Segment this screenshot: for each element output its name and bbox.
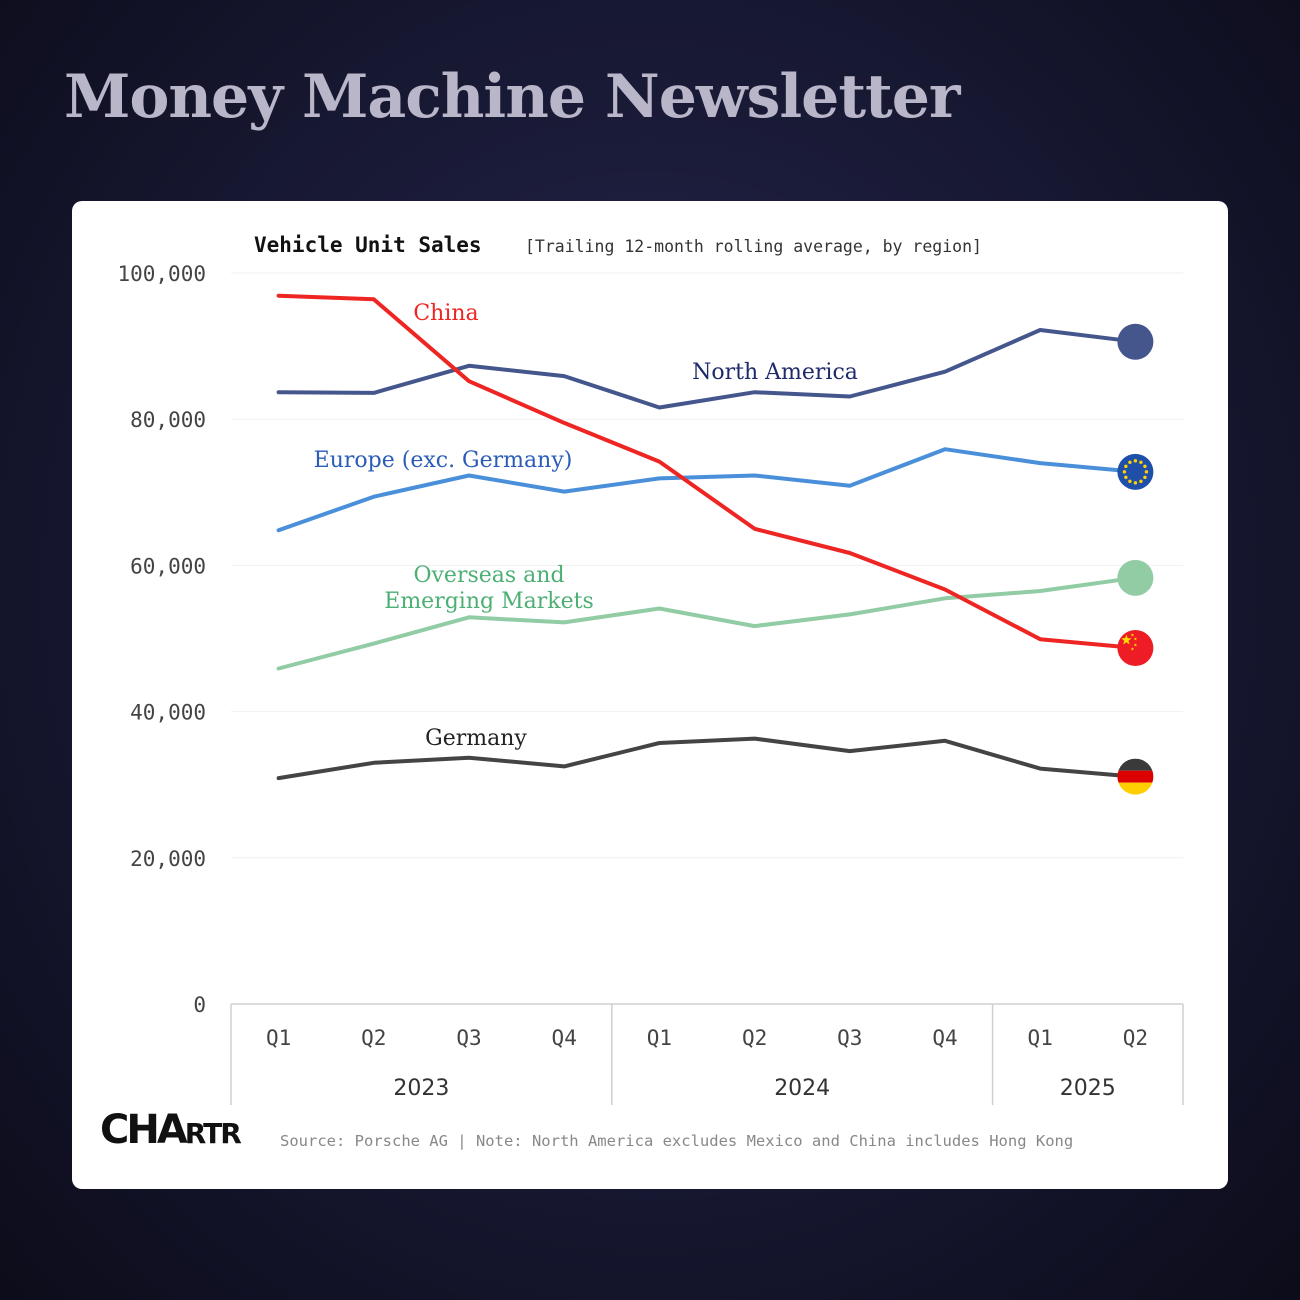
logo-main-text: CHA (100, 1107, 188, 1153)
eu-star (1133, 459, 1138, 463)
logo-small-text: RTR (184, 1117, 242, 1150)
china-small-star (1130, 633, 1135, 637)
china-small-star (1130, 647, 1135, 651)
x-tick-label: Q4 (932, 1026, 957, 1050)
eu-flag-icon (1117, 453, 1154, 490)
series-label: North America (692, 360, 858, 385)
eu-star (1124, 464, 1128, 469)
page-title: Money Machine Newsletter (64, 62, 961, 132)
x-tick-label: Q3 (837, 1026, 862, 1050)
source-note: Source: Porsche AG | Note: North America… (280, 1132, 1074, 1150)
china-small-star (1133, 637, 1138, 641)
y-tick-label: 40,000 (130, 701, 206, 725)
eu-star (1128, 460, 1132, 465)
chart-card: Vehicle Unit Sales [Trailing 12-month ro… (72, 201, 1228, 1189)
germany-red (1117, 770, 1154, 783)
series-label: Overseas and (413, 563, 564, 588)
y-tick-label: 20,000 (130, 847, 206, 871)
x-year-label: 2025 (1060, 1076, 1116, 1101)
x-year-label: 2023 (393, 1076, 449, 1101)
series-label: Germany (425, 726, 527, 751)
germany-black (1117, 758, 1154, 771)
series-labels: China North America Europe (exc. Germany) O… (314, 301, 858, 751)
eu-star (1124, 475, 1128, 480)
eu-star (1122, 470, 1127, 474)
x-tick-label: Q1 (1028, 1026, 1053, 1050)
end-dot (1117, 323, 1154, 360)
eu-star (1139, 460, 1143, 465)
x-tick-label: Q4 (552, 1026, 577, 1050)
overseas-dot-icon (1117, 559, 1154, 596)
y-tick-label: 100,000 (117, 262, 206, 286)
usa-dot-icon (1117, 323, 1154, 360)
eu-flag-bg (1117, 453, 1154, 490)
eu-star (1144, 470, 1149, 474)
series-lines (276, 293, 1138, 781)
eu-star (1143, 475, 1147, 480)
line-chart: Vehicle Unit Sales [Trailing 12-month ro… (117, 233, 1184, 1105)
series-label: Emerging Markets (384, 589, 593, 614)
chartr-logo: CHARTR (100, 1107, 242, 1153)
x-tick-label: Q1 (266, 1026, 291, 1050)
china-star (1121, 634, 1132, 645)
chart-title: Vehicle Unit Sales (254, 233, 482, 257)
x-tick-label: Q2 (361, 1026, 386, 1050)
china-flag-icon (1117, 630, 1154, 667)
x-tick-label: Q3 (456, 1026, 481, 1050)
series-line-china (276, 293, 1138, 650)
chart-subtitle: [Trailing 12-month rolling average, by r… (525, 237, 982, 256)
x-tick-label: Q2 (742, 1026, 767, 1050)
x-tick-label: Q2 (1123, 1026, 1148, 1050)
x-tick-label: Q1 (647, 1026, 672, 1050)
series-label: Europe (exc. Germany) (314, 448, 573, 473)
series-line-north-america (276, 328, 1138, 410)
end-dot (1117, 559, 1154, 596)
series-line-overseas-and-emerging-markets (276, 575, 1138, 671)
end-markers (1117, 323, 1154, 795)
y-tick-label: 60,000 (130, 554, 206, 578)
x-axis: Q1 Q2 Q3 Q4 Q1 Q2 Q3 Q4 Q1 Q2 2023 2024 2025 (230, 1003, 1184, 1105)
y-tick-label: 0 (193, 993, 206, 1017)
china-flag-bg (1117, 630, 1154, 667)
series-label: China (413, 301, 478, 326)
germany-stripes (1117, 758, 1154, 795)
eu-star (1128, 479, 1132, 484)
germany-flag-icon (1117, 758, 1154, 795)
eu-star (1133, 481, 1138, 485)
germany-gold (1117, 782, 1154, 795)
grid-lines (231, 272, 1183, 859)
eu-star (1139, 479, 1143, 484)
china-small-star (1133, 643, 1138, 647)
series-line-germany (276, 736, 1138, 781)
x-year-label: 2024 (774, 1076, 830, 1101)
eu-star (1143, 464, 1147, 469)
series-line-europe-exc-germany (276, 447, 1138, 533)
y-tick-label: 80,000 (130, 408, 206, 432)
y-axis: 0 20,000 40,000 60,000 80,000 100,000 (117, 262, 206, 1017)
